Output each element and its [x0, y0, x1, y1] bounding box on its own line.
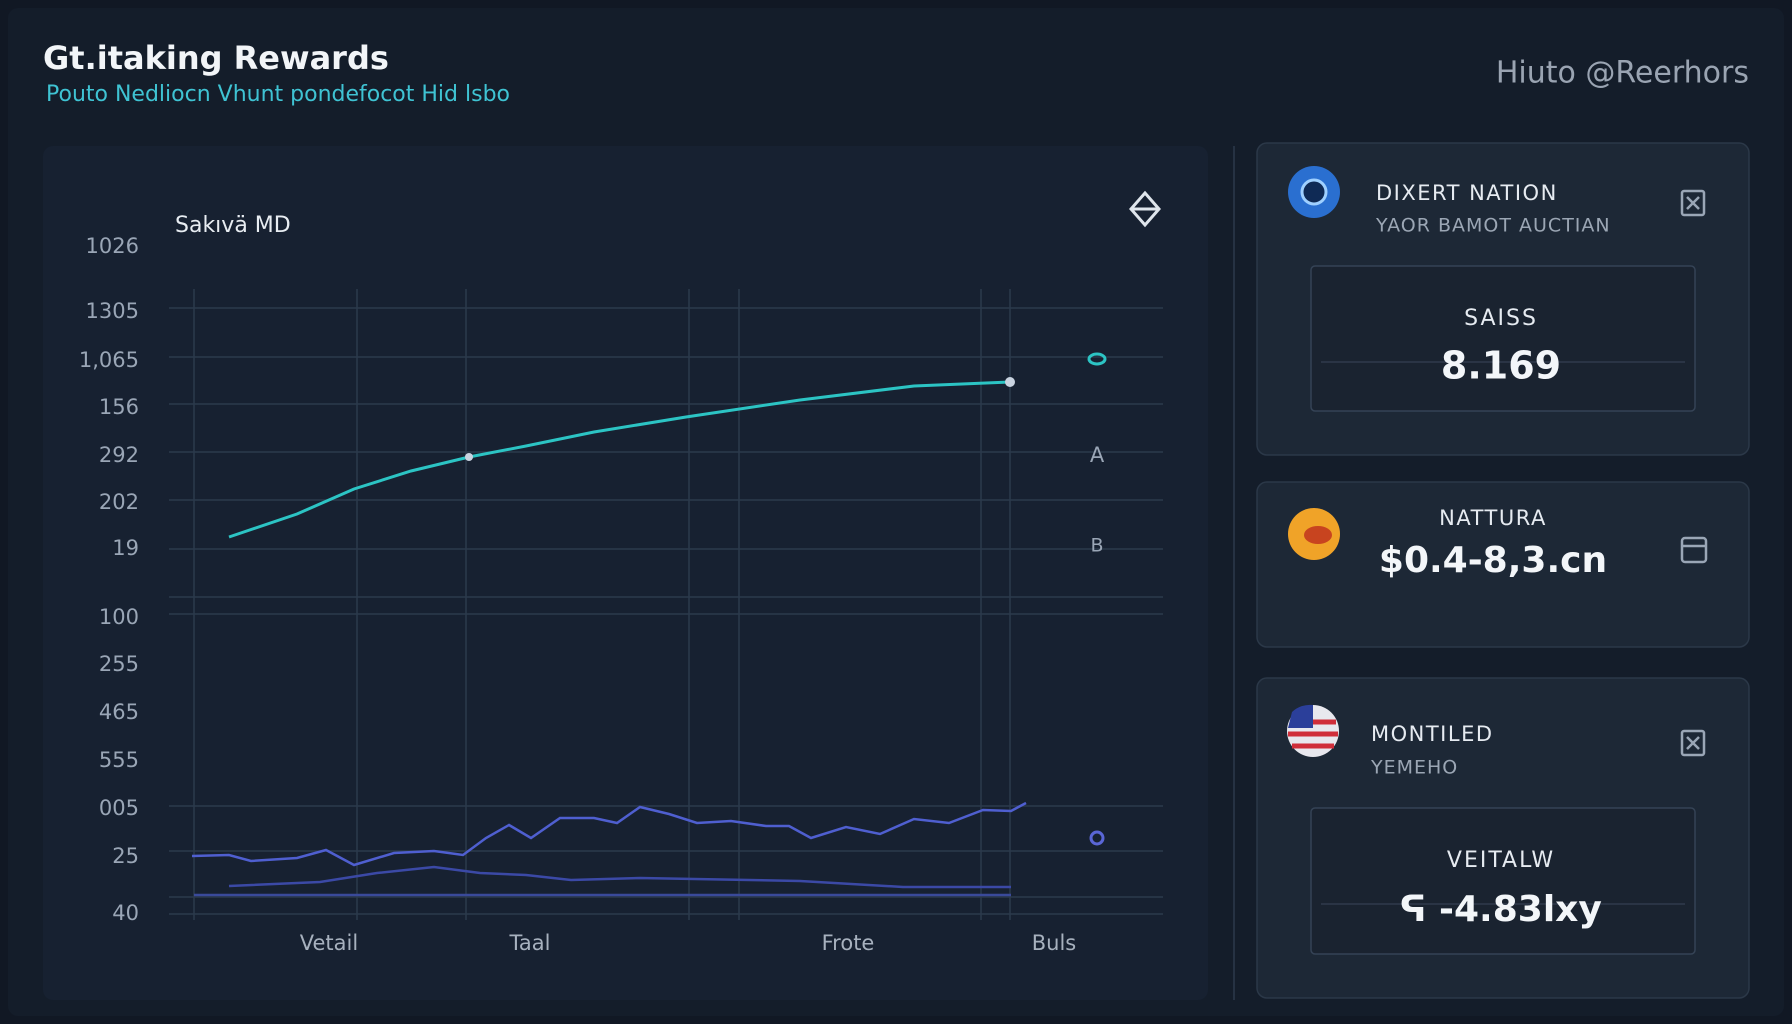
- legend-marker: [1087, 352, 1107, 366]
- y-label: 40: [112, 901, 139, 925]
- y-label: 555: [99, 748, 139, 772]
- legend-label[interactable]: B: [1090, 535, 1103, 557]
- card-title: NATTURA: [1439, 506, 1547, 530]
- grid: [169, 289, 1163, 920]
- card-subtitle: YEMEHO: [1370, 757, 1458, 779]
- line-a: [228, 380, 1011, 539]
- y-label: 202: [99, 490, 139, 514]
- metric-box: [1310, 807, 1696, 955]
- x-label: Taal: [509, 931, 551, 955]
- y-label: 465: [99, 700, 139, 724]
- x-label: Buls: [1032, 931, 1077, 955]
- close-icon[interactable]: [1680, 189, 1706, 217]
- card-icon-inner: [1304, 526, 1332, 544]
- y-label: 19: [112, 536, 139, 560]
- close-icon-cross: [1686, 736, 1700, 750]
- card-title: DIXERT NATION: [1376, 181, 1558, 205]
- y-axis-labels: 1026 1305 1,065 156 292 202 19 100 255 4…: [79, 234, 139, 925]
- account-name[interactable]: Hiuto @Reerhors: [1496, 56, 1749, 91]
- flag-canton: [1288, 704, 1313, 728]
- close-icon-cross: [1686, 196, 1700, 210]
- card-subtitle: YAOR BAMOT AUCTIAN: [1375, 215, 1611, 237]
- y-label: 292: [99, 443, 139, 467]
- card[interactable]: [1256, 481, 1750, 648]
- x-label: Frote: [822, 931, 875, 955]
- card-icon-inner: [1300, 178, 1328, 206]
- y-label: 156: [99, 395, 139, 419]
- card-title: MONTILED: [1371, 722, 1494, 746]
- metric-value: $0.4-8,3.cn: [1379, 540, 1607, 581]
- legend-label[interactable]: A: [1090, 443, 1105, 467]
- point: [465, 453, 473, 461]
- y-label: 1305: [86, 299, 139, 323]
- chart-panel: [43, 146, 1208, 1000]
- y-label: 1026: [86, 234, 139, 258]
- page-subtitle: Pouto Nedliocn Vhunt pondefocot Hid lsbo: [46, 82, 510, 107]
- page-title: Gt.itaking Rewards: [43, 39, 389, 77]
- metric-label: SAISS: [1464, 306, 1538, 331]
- y-label: 100: [99, 605, 139, 629]
- point: [1005, 377, 1015, 387]
- y-label: 1,065: [79, 348, 139, 372]
- metric-box: [1310, 265, 1696, 412]
- close-icon[interactable]: [1680, 729, 1706, 757]
- line-b: [191, 801, 1027, 867]
- y-label: 25: [112, 844, 139, 868]
- metric-value: ᕋ -4.83lxy: [1400, 889, 1602, 930]
- metric-value: 8.169: [1441, 344, 1561, 388]
- legend-marker: [1089, 830, 1105, 846]
- menu-icon[interactable]: [1129, 190, 1161, 228]
- line-c: [228, 865, 1011, 889]
- calendar-icon[interactable]: [1680, 536, 1708, 564]
- x-label: Vetail: [300, 931, 358, 955]
- y-label: 005: [99, 796, 139, 820]
- metric-label: VEITALW: [1447, 848, 1555, 873]
- y-label: 255: [99, 652, 139, 676]
- chart-title: Sakıvä MD: [175, 213, 291, 238]
